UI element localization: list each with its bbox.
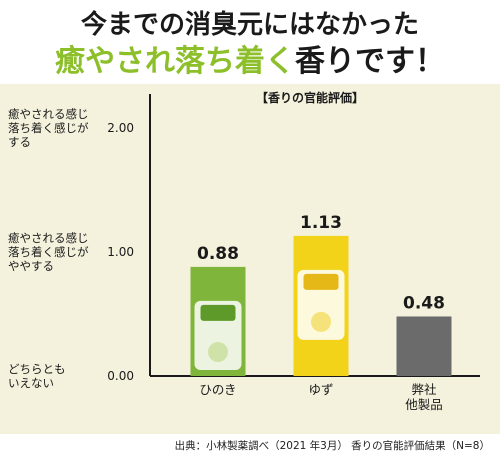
headline-line2: 癒やされ落ち着く香りです！ xyxy=(0,36,500,80)
data-label: 0.48 xyxy=(403,293,445,313)
bar xyxy=(396,316,452,376)
x-category-label: 他製品 xyxy=(405,397,443,412)
chart-card: 【香りの官能評価】 0.00 どちらとも いえない 1.00 癒やされる感じ 落ち着く感じが… xyxy=(0,84,500,434)
x-category-label: ひのき xyxy=(199,382,236,397)
source-note: 出典：小林製薬調べ（2021 年3月） 香りの官能評価結果（N=8） xyxy=(174,440,490,452)
headline-rest: 香りです！ xyxy=(295,44,445,79)
y-tick-description: 癒やされる感じ xyxy=(8,231,89,245)
data-label: 1.13 xyxy=(300,213,342,233)
data-label: 0.88 xyxy=(197,244,239,264)
product-sphere-illustration xyxy=(311,311,331,332)
product-label-illustration xyxy=(303,273,339,290)
y-tick-description: どちらとも xyxy=(8,362,66,376)
headline-accent-1: 癒やされ xyxy=(55,44,175,79)
y-tick-description: いえない xyxy=(8,376,54,390)
y-tick-label: 0.00 xyxy=(107,369,134,383)
product-sphere-illustration xyxy=(208,342,228,362)
y-tick-description: 癒やされる感じ xyxy=(8,107,89,121)
y-tick-description: ややする xyxy=(8,259,54,273)
y-tick-label: 2.00 xyxy=(107,121,134,135)
y-tick-label: 1.00 xyxy=(107,245,134,259)
headline-line1: 今までの消臭元にはなかった xyxy=(80,10,419,40)
chart-title: 【香りの官能評価】 xyxy=(256,90,364,105)
headline-accent-2: 落ち着く xyxy=(175,44,295,79)
y-tick-description: 落ち着く感じが xyxy=(8,245,89,259)
x-category-label: ゆず xyxy=(308,382,333,397)
x-category-label: 弊社 xyxy=(411,382,436,397)
product-label-illustration xyxy=(200,304,236,321)
y-tick-description: する xyxy=(8,135,31,149)
y-tick-description: 落ち着く感じが xyxy=(8,121,89,135)
